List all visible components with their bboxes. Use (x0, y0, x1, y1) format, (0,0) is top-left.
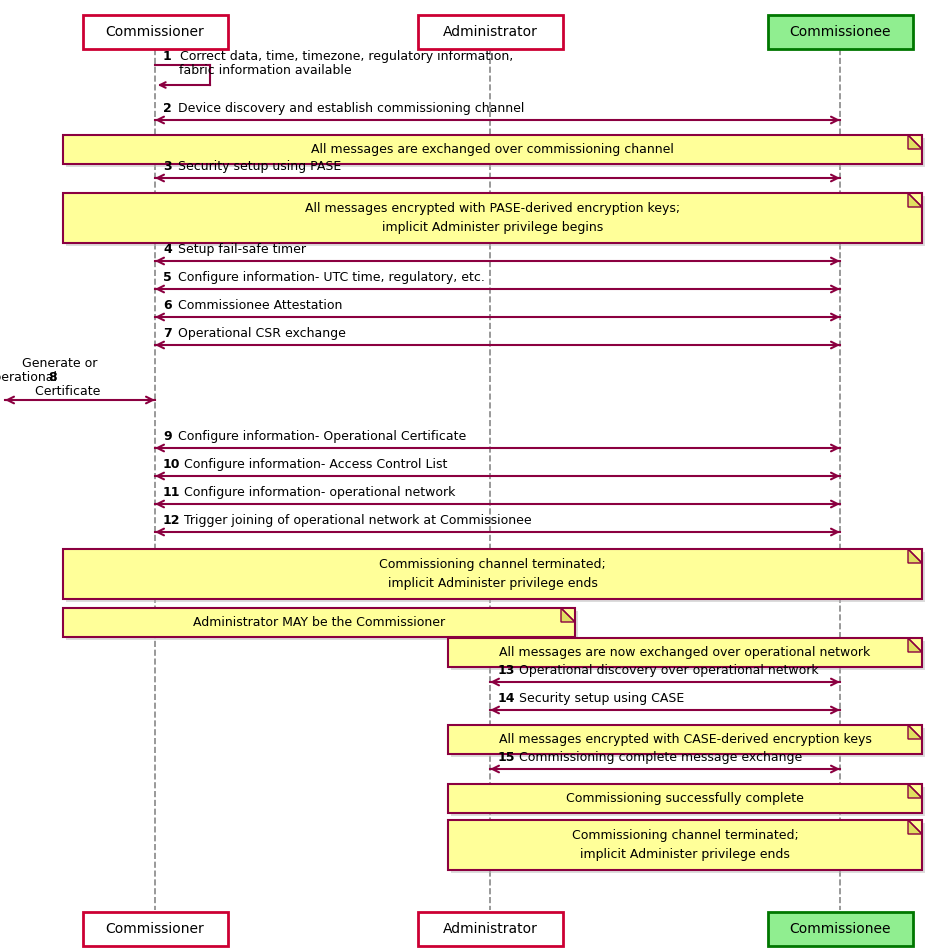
FancyBboxPatch shape (66, 138, 925, 167)
Text: Correct data, time, timezone, regulatory information,: Correct data, time, timezone, regulatory… (172, 50, 513, 63)
FancyBboxPatch shape (66, 611, 578, 640)
Text: 6: 6 (163, 299, 172, 312)
Text: 12: 12 (163, 514, 180, 527)
Polygon shape (908, 820, 922, 834)
Text: 5: 5 (163, 271, 172, 284)
FancyBboxPatch shape (83, 15, 228, 49)
Text: 9: 9 (163, 430, 172, 443)
Polygon shape (908, 135, 922, 149)
Polygon shape (908, 638, 922, 652)
FancyBboxPatch shape (451, 641, 925, 670)
FancyBboxPatch shape (451, 728, 925, 757)
Text: 4: 4 (163, 243, 172, 256)
FancyBboxPatch shape (451, 823, 925, 873)
FancyBboxPatch shape (448, 784, 922, 813)
FancyBboxPatch shape (767, 15, 913, 49)
Text: Commissionee: Commissionee (789, 922, 891, 936)
FancyBboxPatch shape (448, 820, 922, 870)
Text: Operational CSR exchange: Operational CSR exchange (170, 327, 345, 340)
Text: Commissioner: Commissioner (106, 922, 204, 936)
Text: Commissioning channel terminated;
implicit Administer privilege ends: Commissioning channel terminated; implic… (379, 558, 606, 590)
Text: 8  obtain Operational: 8 obtain Operational (0, 371, 57, 384)
Text: Commissioning channel terminated;
implicit Administer privilege ends: Commissioning channel terminated; implic… (571, 829, 798, 861)
FancyBboxPatch shape (63, 135, 922, 164)
Text: fabric information available: fabric information available (163, 64, 352, 77)
Text: 7: 7 (163, 327, 172, 340)
FancyBboxPatch shape (417, 912, 563, 946)
Text: Device discovery and establish commissioning channel: Device discovery and establish commissio… (170, 102, 524, 115)
Text: All messages are exchanged over commissioning channel: All messages are exchanged over commissi… (311, 143, 673, 156)
Text: 2: 2 (163, 102, 172, 115)
Text: 1: 1 (163, 50, 172, 63)
Polygon shape (908, 549, 922, 563)
Text: All messages encrypted with PASE-derived encryption keys;
implicit Administer pr: All messages encrypted with PASE-derived… (305, 202, 680, 234)
Polygon shape (561, 608, 575, 622)
Polygon shape (908, 784, 922, 798)
FancyBboxPatch shape (66, 196, 925, 246)
FancyBboxPatch shape (448, 725, 922, 754)
Text: Configure information- UTC time, regulatory, etc.: Configure information- UTC time, regulat… (170, 271, 484, 284)
Text: 10: 10 (163, 458, 180, 471)
Text: 11: 11 (163, 486, 180, 499)
Text: Operational discovery over operational network: Operational discovery over operational n… (511, 664, 819, 677)
Text: Certificate: Certificate (20, 385, 100, 398)
FancyBboxPatch shape (451, 787, 925, 816)
FancyBboxPatch shape (63, 608, 575, 637)
Text: Commissioning complete message exchange: Commissioning complete message exchange (511, 751, 802, 764)
Text: Configure information- Access Control List: Configure information- Access Control Li… (176, 458, 447, 471)
Text: Administrator: Administrator (443, 922, 537, 936)
FancyBboxPatch shape (767, 912, 913, 946)
Text: Commissioning successfully complete: Commissioning successfully complete (566, 792, 804, 805)
Text: Administrator: Administrator (443, 25, 537, 39)
Text: 15: 15 (498, 751, 516, 764)
Text: 14: 14 (498, 692, 516, 705)
Text: 13: 13 (498, 664, 515, 677)
Text: Configure information- operational network: Configure information- operational netwo… (176, 486, 455, 499)
FancyBboxPatch shape (83, 912, 228, 946)
Polygon shape (908, 193, 922, 207)
FancyBboxPatch shape (417, 15, 563, 49)
Text: 3: 3 (163, 160, 172, 173)
Text: Generate or: Generate or (23, 357, 98, 370)
Text: All messages are now exchanged over operational network: All messages are now exchanged over oper… (499, 646, 870, 659)
Text: All messages encrypted with CASE-derived encryption keys: All messages encrypted with CASE-derived… (499, 733, 871, 746)
Text: Security setup using PASE: Security setup using PASE (170, 160, 340, 173)
FancyBboxPatch shape (63, 193, 922, 243)
Text: Configure information- Operational Certificate: Configure information- Operational Certi… (170, 430, 466, 443)
FancyBboxPatch shape (448, 638, 922, 667)
FancyBboxPatch shape (63, 549, 922, 599)
Text: Commissionee Attestation: Commissionee Attestation (170, 299, 341, 312)
Text: 8: 8 (49, 371, 57, 384)
Text: Trigger joining of operational network at Commissionee: Trigger joining of operational network a… (176, 514, 532, 527)
Text: Commissionee: Commissionee (789, 25, 891, 39)
Text: Security setup using CASE: Security setup using CASE (511, 692, 684, 705)
Text: Commissioner: Commissioner (106, 25, 204, 39)
Polygon shape (908, 725, 922, 739)
FancyBboxPatch shape (66, 552, 925, 602)
Text: Administrator MAY be the Commissioner: Administrator MAY be the Commissioner (193, 616, 445, 629)
Text: Setup fail-safe timer: Setup fail-safe timer (170, 243, 306, 256)
